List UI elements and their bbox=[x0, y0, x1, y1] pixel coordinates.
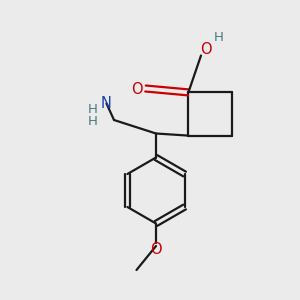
Text: N: N bbox=[101, 96, 112, 111]
Text: H: H bbox=[214, 31, 224, 44]
Text: O: O bbox=[150, 242, 162, 257]
Text: H: H bbox=[88, 103, 98, 116]
Text: H: H bbox=[88, 115, 98, 128]
Text: O: O bbox=[200, 42, 211, 57]
Text: O: O bbox=[131, 82, 142, 98]
